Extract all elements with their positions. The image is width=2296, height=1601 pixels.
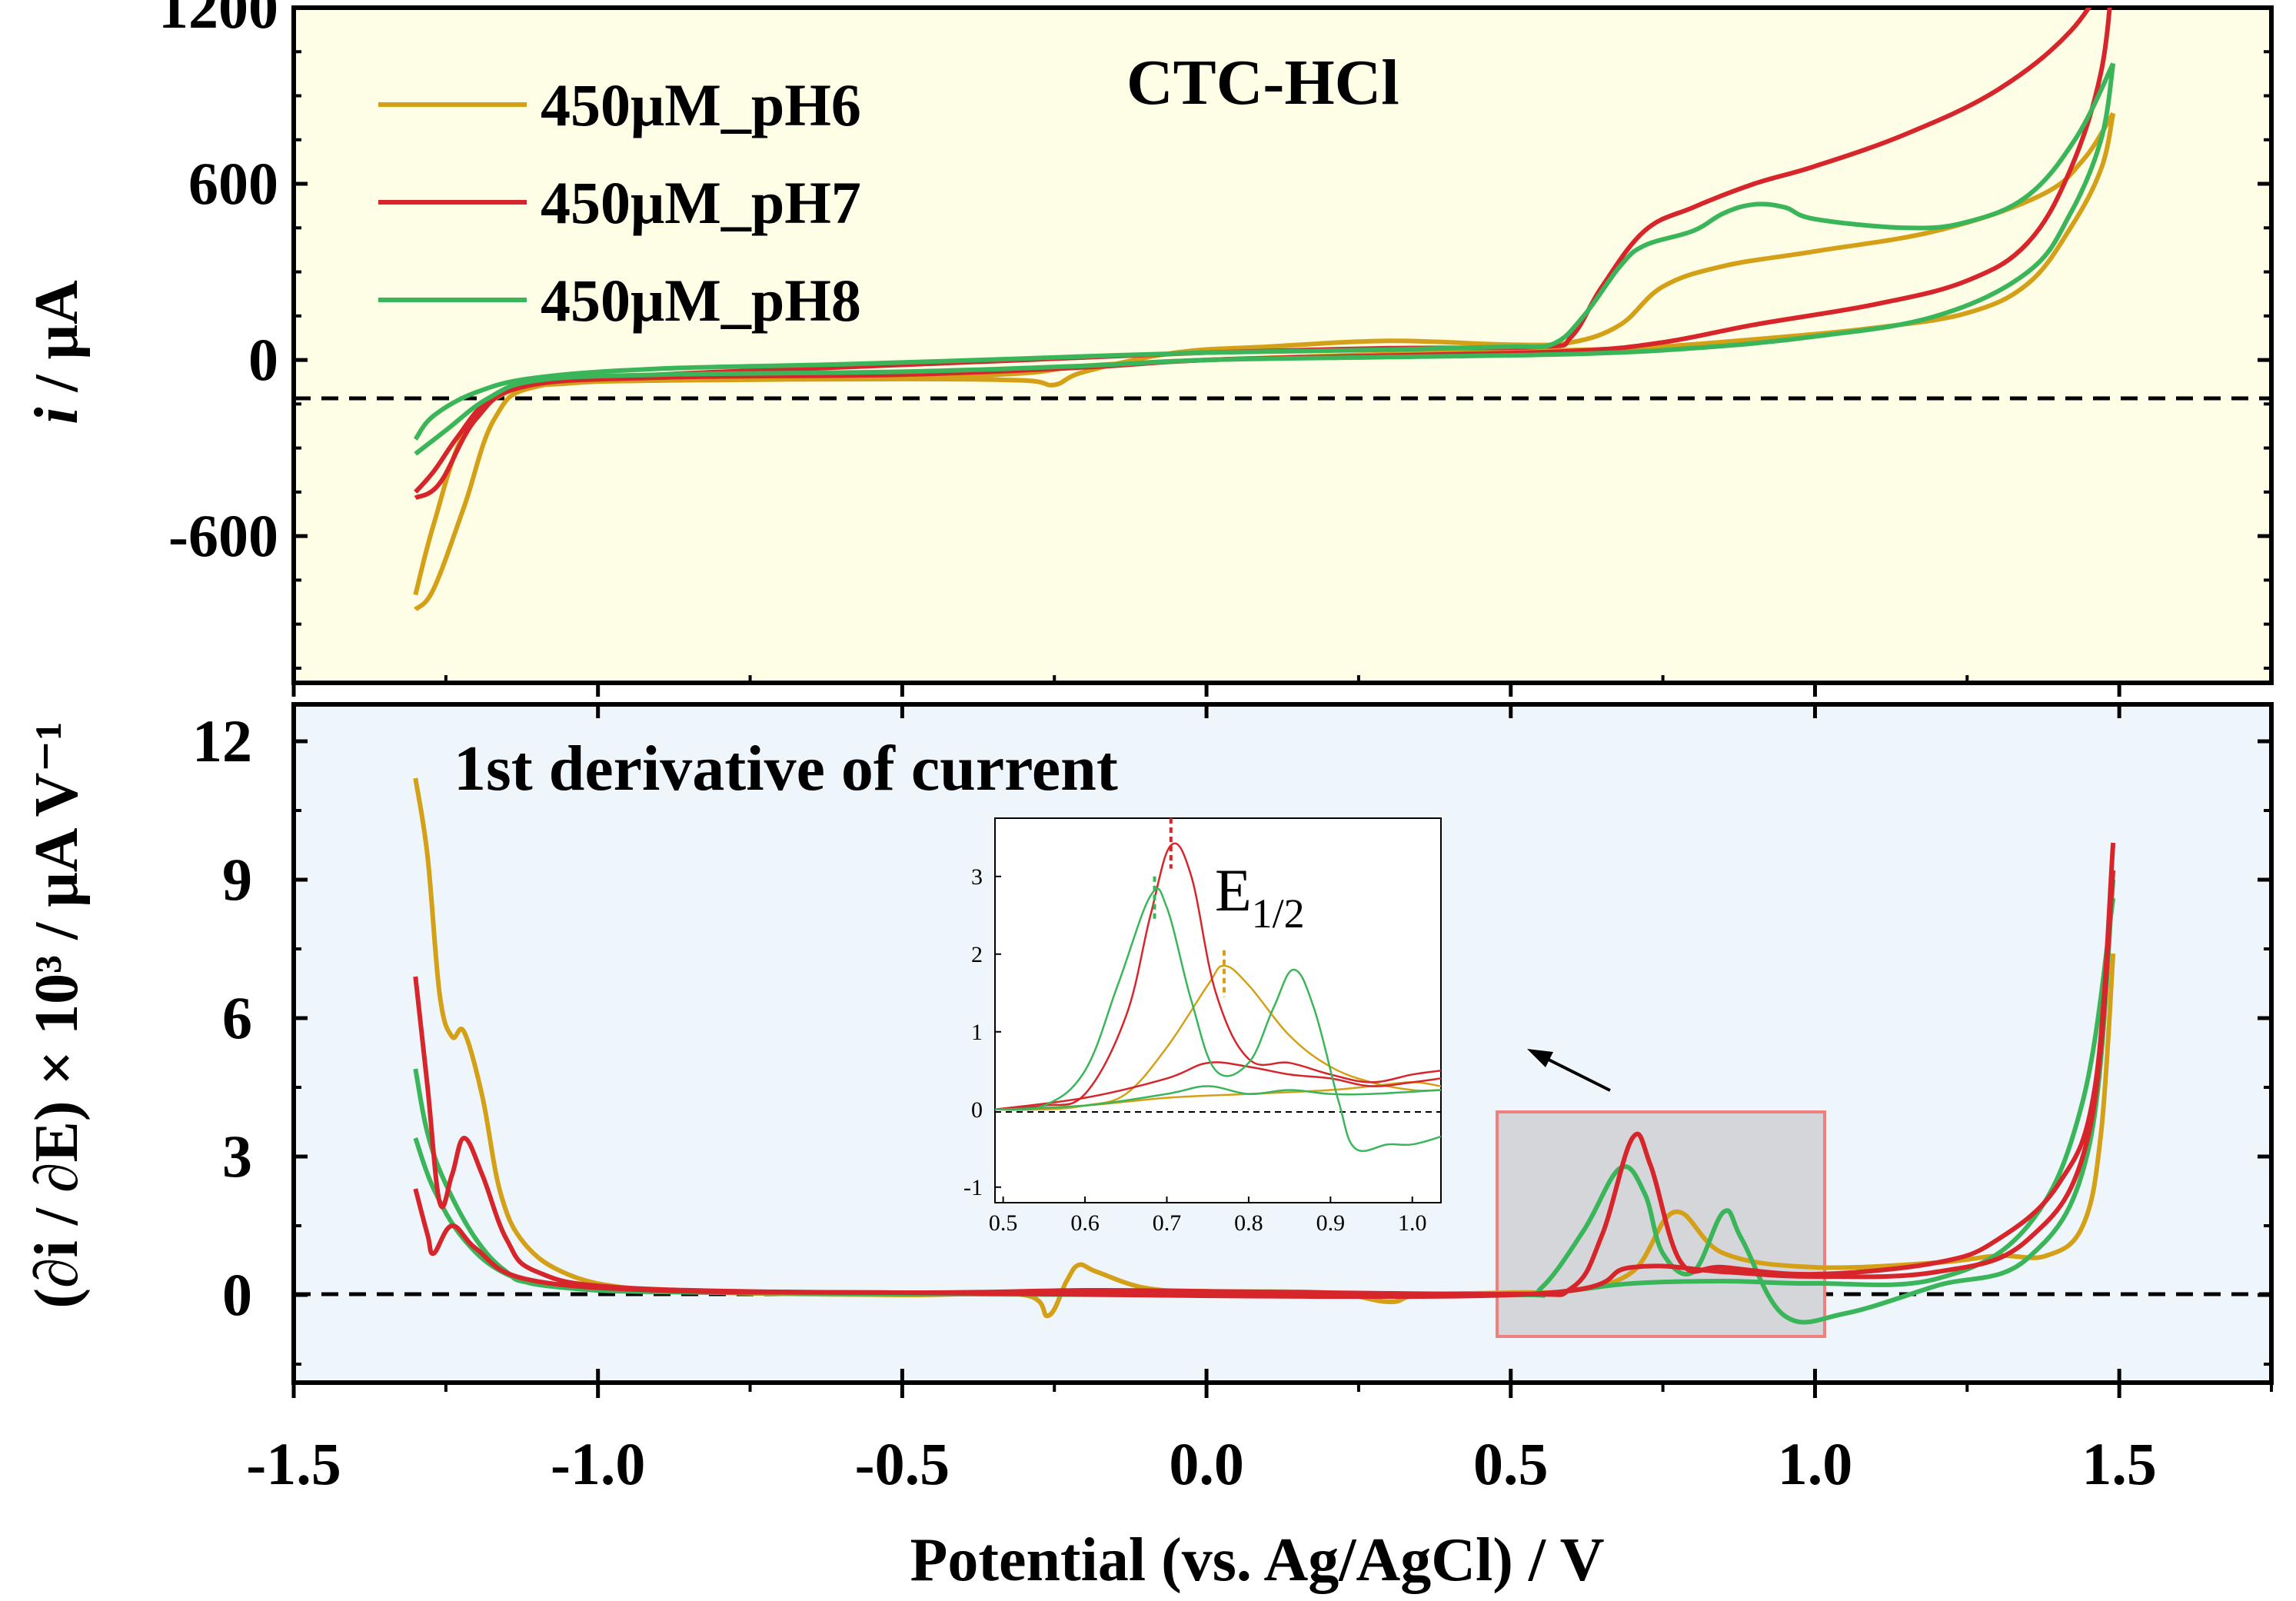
- bottom-y-tick-label: 0: [222, 1261, 252, 1328]
- inset-x-tick-label: 0.5: [989, 1210, 1018, 1236]
- bottom-y-tick-label: 3: [222, 1123, 252, 1190]
- top-series-reverse: [413, 112, 2115, 596]
- inset-x-tick-label: 0.6: [1070, 1210, 1100, 1236]
- bottom-chart-title: 1st derivative of current: [454, 733, 1118, 804]
- e-half-markers: [1153, 818, 1226, 997]
- inset-series-line: [995, 842, 1441, 1111]
- inset-ticks: 3 2 1 0 -10.5 0.6 0.7 0.8 0.9 1.0: [963, 864, 1427, 1236]
- inset-x-tick-label: 0.8: [1234, 1210, 1263, 1236]
- bottom-series-line: [413, 870, 2116, 1300]
- top-series-forward: [414, 63, 2116, 456]
- x-tick-label: 1.0: [1778, 1430, 1853, 1497]
- x-tick-label: 1.5: [2081, 1430, 2157, 1497]
- top-y-tick-label: 600: [188, 150, 278, 217]
- x-tick-label: -1.0: [551, 1430, 645, 1497]
- x-axis-title: Potential (vs. Ag/AgCl) / V: [910, 1526, 1605, 1594]
- top-y-axis-title: i / μA: [23, 280, 91, 424]
- legend-label-ph8: 450μM_pH8: [541, 267, 861, 334]
- inset-y-tick-label: 3: [971, 864, 983, 890]
- top-y-tick-label: -600: [168, 502, 278, 569]
- bottom-y-tick-label: 12: [192, 707, 252, 774]
- inset-background: [994, 817, 1442, 1203]
- arrow-icon: [1527, 1049, 1611, 1092]
- e-half-label: E1/2: [1215, 857, 1305, 937]
- inset-y-tick-label: -1: [963, 1175, 983, 1200]
- inset-y-tick-label: 1: [971, 1020, 983, 1045]
- bottom-y-tick-label: 9: [222, 846, 252, 913]
- inset-series-line: [995, 887, 1441, 1153]
- inset-y-tick-label: 0: [971, 1097, 983, 1123]
- top-chart-title: CTC-HCl: [1126, 47, 1399, 118]
- top-y-tick-label: 1200: [158, 0, 278, 41]
- inset-series-line: [995, 1061, 1441, 1111]
- legend: 450μM_pH6 450μM_pH7 450μM_pH8: [378, 72, 861, 334]
- x-tick-label: -0.5: [855, 1430, 950, 1497]
- legend-label-ph7: 450μM_pH7: [541, 169, 861, 236]
- inset-y-tick-label: 2: [971, 942, 983, 967]
- top-y-tick-label: 0: [248, 326, 278, 393]
- top-series-reverse: [413, 62, 2115, 441]
- inset-x-tick-label: 0.7: [1153, 1210, 1182, 1236]
- x-tick-label: -1.5: [246, 1430, 341, 1497]
- inset-x-tick-label: 1.0: [1398, 1210, 1427, 1236]
- inset-x-tick-label: 0.9: [1316, 1210, 1346, 1236]
- top-panel-curves: [413, 8, 2116, 611]
- x-tick-label: 0.5: [1473, 1430, 1549, 1497]
- inset-curves: [995, 842, 1441, 1153]
- bottom-panel-curves: [413, 777, 2116, 1325]
- bottom-y-tick-label: 6: [222, 984, 252, 1051]
- legend-label-ph6: 450μM_pH6: [541, 72, 861, 138]
- x-tick-label: 0.0: [1169, 1430, 1244, 1497]
- bottom-y-axis-title: (∂i / ∂E) × 10³ / μA V⁻¹: [23, 721, 91, 1308]
- top-panel-ticks: 1200 600 0 -600: [158, 0, 2271, 670]
- inset-series-line: [995, 1085, 1441, 1111]
